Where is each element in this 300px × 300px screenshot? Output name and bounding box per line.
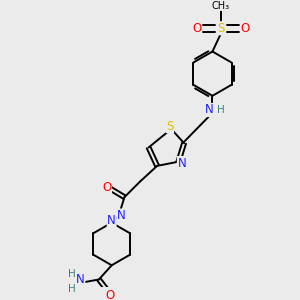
Text: S: S [166,120,174,133]
Text: H: H [68,269,76,279]
Text: O: O [106,289,115,300]
Text: H: H [68,284,76,294]
Text: N: N [177,157,186,169]
Text: N: N [117,209,126,222]
Text: N: N [76,273,85,286]
Text: CH₃: CH₃ [212,1,230,10]
Text: H: H [217,105,224,115]
Text: O: O [241,22,250,35]
Text: S: S [217,22,225,35]
Text: O: O [102,181,112,194]
Text: N: N [107,214,116,227]
Text: O: O [192,22,202,35]
Text: N: N [205,103,213,116]
